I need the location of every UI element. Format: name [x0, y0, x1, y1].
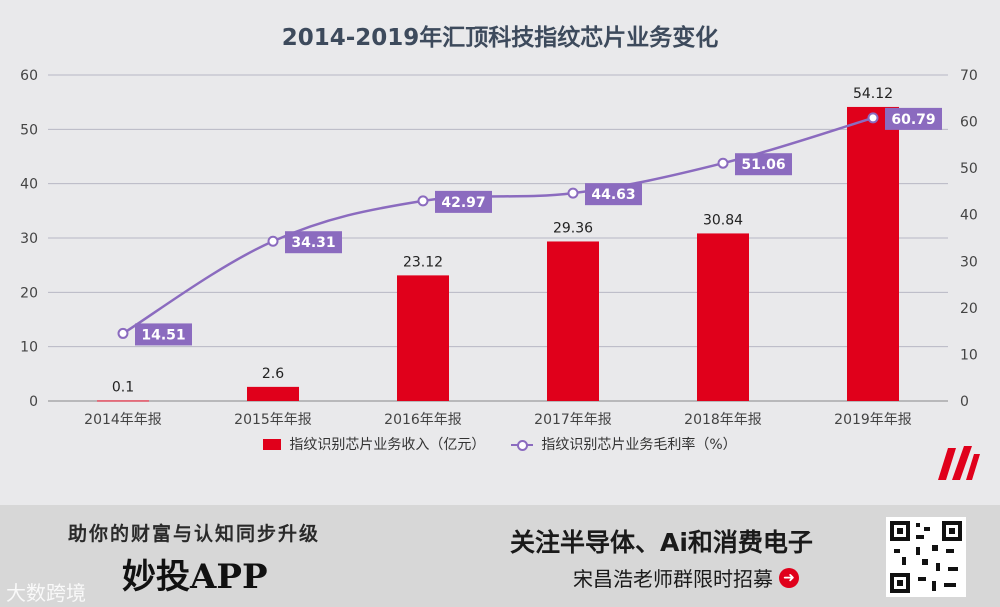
margin-series-line — [122, 116, 874, 335]
line-label-box — [885, 107, 942, 130]
qr-code-icon[interactable] — [886, 517, 966, 597]
y-right-tick-label: 10 — [960, 347, 978, 363]
legend-item-margin[interactable]: 指纹识别芯片业务毛利率（%） — [511, 434, 737, 454]
line-data-label: 44.63 — [591, 187, 635, 203]
chart-area: 2014-2019年汇顶科技指纹芯片业务变化 0 10 20 30 40 50 60 0 10 2… — [0, 25, 1000, 480]
y-right-tick-label: 60 — [960, 115, 978, 131]
arrow-right-icon[interactable]: ➜ — [779, 567, 799, 588]
bar — [97, 400, 149, 402]
watermark-text: 大数跨境 — [6, 581, 86, 605]
y-right-tick-label: 40 — [960, 208, 978, 224]
bar-data-label: 23.12 — [403, 254, 443, 270]
line-label-box — [585, 183, 642, 206]
banner-tagline: 助你的财富与认知同步升级 — [68, 523, 321, 545]
line-data-label: 60.79 — [891, 112, 935, 128]
x-tick-label: 2014年年报 — [84, 412, 162, 428]
legend-label-revenue: 指纹识别芯片业务收入（亿元） — [289, 437, 486, 453]
x-tick-label: 2016年年报 — [384, 412, 462, 428]
line-point — [117, 327, 129, 339]
line-point — [267, 235, 279, 247]
promo-banner: 助你的财富与认知同步升级 妙投APP 大数跨境 关注半导体、Ai和消费电子 宋昌… — [0, 505, 1000, 607]
y-left-tick-label: 40 — [20, 177, 38, 193]
line-label-box — [435, 190, 492, 213]
y-left-tick-label: 20 — [20, 285, 38, 301]
legend-label-margin: 指纹识别芯片业务毛利率（%） — [541, 437, 737, 453]
y-left-tick-label: 10 — [20, 340, 38, 356]
banner-recruit[interactable]: 宋昌浩老师群限时招募 ➜ — [573, 563, 799, 592]
line-label-box — [135, 323, 192, 346]
line-data-label: 34.31 — [291, 235, 335, 251]
line-label-box — [735, 153, 792, 176]
y-right-tick-label: 70 — [960, 68, 978, 84]
x-tick-label: 2015年年报 — [234, 412, 312, 428]
y-right-tick-label: 30 — [960, 254, 978, 270]
bar-data-label: 2.6 — [262, 366, 284, 382]
line-data-label: 51.06 — [741, 157, 785, 173]
banner-recruit-text: 宋昌浩老师群限时招募 — [573, 567, 773, 591]
line-point — [567, 187, 579, 199]
legend-item-revenue[interactable]: 指纹识别芯片业务收入（亿元） — [263, 434, 485, 454]
bar-data-label: 54.12 — [853, 86, 893, 102]
x-tick-label: 2018年年报 — [684, 412, 762, 428]
banner-app-name[interactable]: 妙投APP — [122, 557, 268, 597]
y-right-tick-label: 50 — [960, 161, 978, 177]
combo-chart: 0 10 20 30 40 50 60 0 10 20 30 40 50 60 70 2014年年报 2015年… — [20, 68, 978, 428]
legend-line-swatch — [511, 439, 534, 451]
banner-follow-text: 关注半导体、Ai和消费电子 — [510, 528, 813, 557]
bar-data-label: 0.1 — [112, 379, 134, 395]
y-right-tick-label: 20 — [960, 301, 978, 317]
bar — [697, 233, 749, 401]
y-left-tick-label: 60 — [20, 68, 38, 84]
x-tick-label: 2017年年报 — [534, 412, 612, 428]
y-left-tick-label: 50 — [20, 122, 38, 138]
legend-bar-swatch — [263, 438, 282, 450]
brand-logo-icon — [938, 446, 980, 480]
chart-title: 2014-2019年汇顶科技指纹芯片业务变化 — [281, 25, 719, 51]
bar-data-label: 29.36 — [553, 220, 593, 236]
bar — [847, 106, 899, 401]
line-data-label: 42.97 — [441, 195, 485, 211]
line-point — [717, 157, 729, 169]
bar — [247, 386, 299, 401]
y-right-tick-label: 0 — [960, 394, 969, 410]
bar — [397, 275, 449, 401]
line-data-label: 14.51 — [141, 327, 185, 343]
line-point — [417, 195, 429, 207]
line-label-box — [285, 231, 342, 254]
line-point — [867, 112, 879, 124]
bar — [547, 241, 599, 401]
legend: 指纹识别芯片业务收入（亿元） 指纹识别芯片业务毛利率（%） — [0, 434, 1000, 454]
x-tick-label: 2019年年报 — [834, 412, 912, 428]
bar-data-label: 30.84 — [703, 212, 743, 228]
y-left-tick-label: 30 — [20, 231, 38, 247]
y-left-tick-label: 0 — [29, 394, 38, 410]
